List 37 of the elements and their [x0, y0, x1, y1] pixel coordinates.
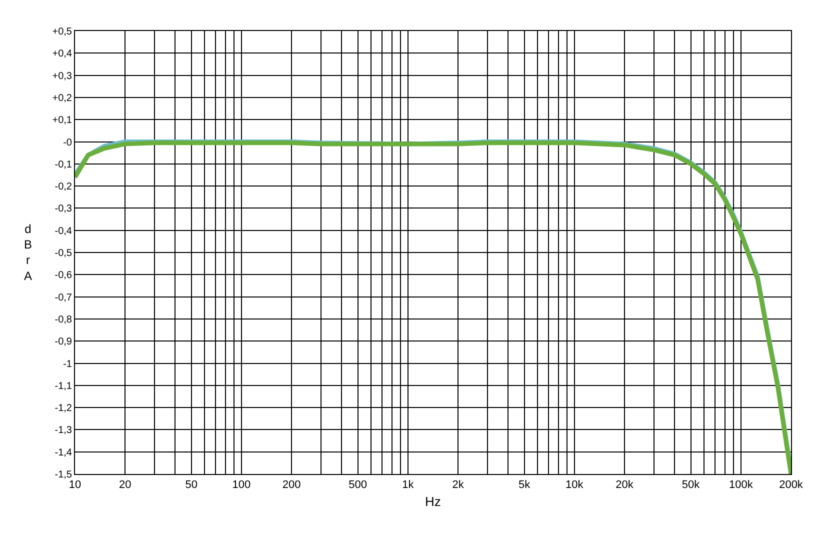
- y-tick-label: -0,4: [54, 226, 72, 237]
- y-tick-label: -0: [63, 137, 72, 148]
- x-tick-label: 10: [68, 479, 82, 492]
- y-tick-label: -0,1: [54, 159, 72, 170]
- x-tick-label: 10k: [566, 479, 584, 492]
- y-tick-label: -1,1: [54, 380, 72, 392]
- y-tick-label: -1: [63, 358, 72, 370]
- y-tick-label: +0,2: [52, 92, 72, 104]
- x-tick-label: 500: [348, 479, 368, 492]
- y-tick-label: -0,8: [54, 314, 72, 326]
- x-tick-label: 5k: [518, 479, 531, 492]
- x-axis-title: Hz: [425, 494, 441, 509]
- y-tick-label: -0,9: [54, 336, 72, 348]
- y-tick-label: -0,6: [54, 270, 72, 282]
- x-tick-label: 100: [232, 479, 251, 492]
- x-tick-label: 1k: [402, 479, 414, 492]
- x-tick-label: 200: [282, 479, 301, 492]
- y-tick-label: -0,5: [54, 248, 72, 259]
- y-tick-label: -1,3: [54, 425, 72, 436]
- x-tick-label: 20k: [616, 479, 634, 492]
- y-tick-label: +0,5: [52, 26, 72, 38]
- y-tick-label: -1,2: [54, 403, 72, 414]
- x-tick-label: 100k: [728, 479, 754, 492]
- y-tick-label: +0,3: [52, 70, 72, 82]
- y-tick-label: -1,4: [54, 447, 72, 458]
- y-tick-label: +0,1: [52, 115, 72, 126]
- x-tick-label: 50k: [682, 479, 700, 492]
- y-tick-label: -0,3: [54, 204, 72, 215]
- y-axis-title: dBrA: [24, 222, 32, 283]
- y-tick-label: -0,2: [54, 182, 72, 193]
- y-tick-label: -0,7: [54, 292, 72, 304]
- y-tick-label: +0,4: [52, 48, 72, 60]
- x-tick-label: 50: [185, 479, 198, 492]
- x-tick-label: 200k: [779, 479, 804, 492]
- x-tick-label: 20: [118, 479, 132, 492]
- y-tick-label: -1,5: [54, 470, 72, 480]
- x-tick-label: 2k: [452, 479, 464, 492]
